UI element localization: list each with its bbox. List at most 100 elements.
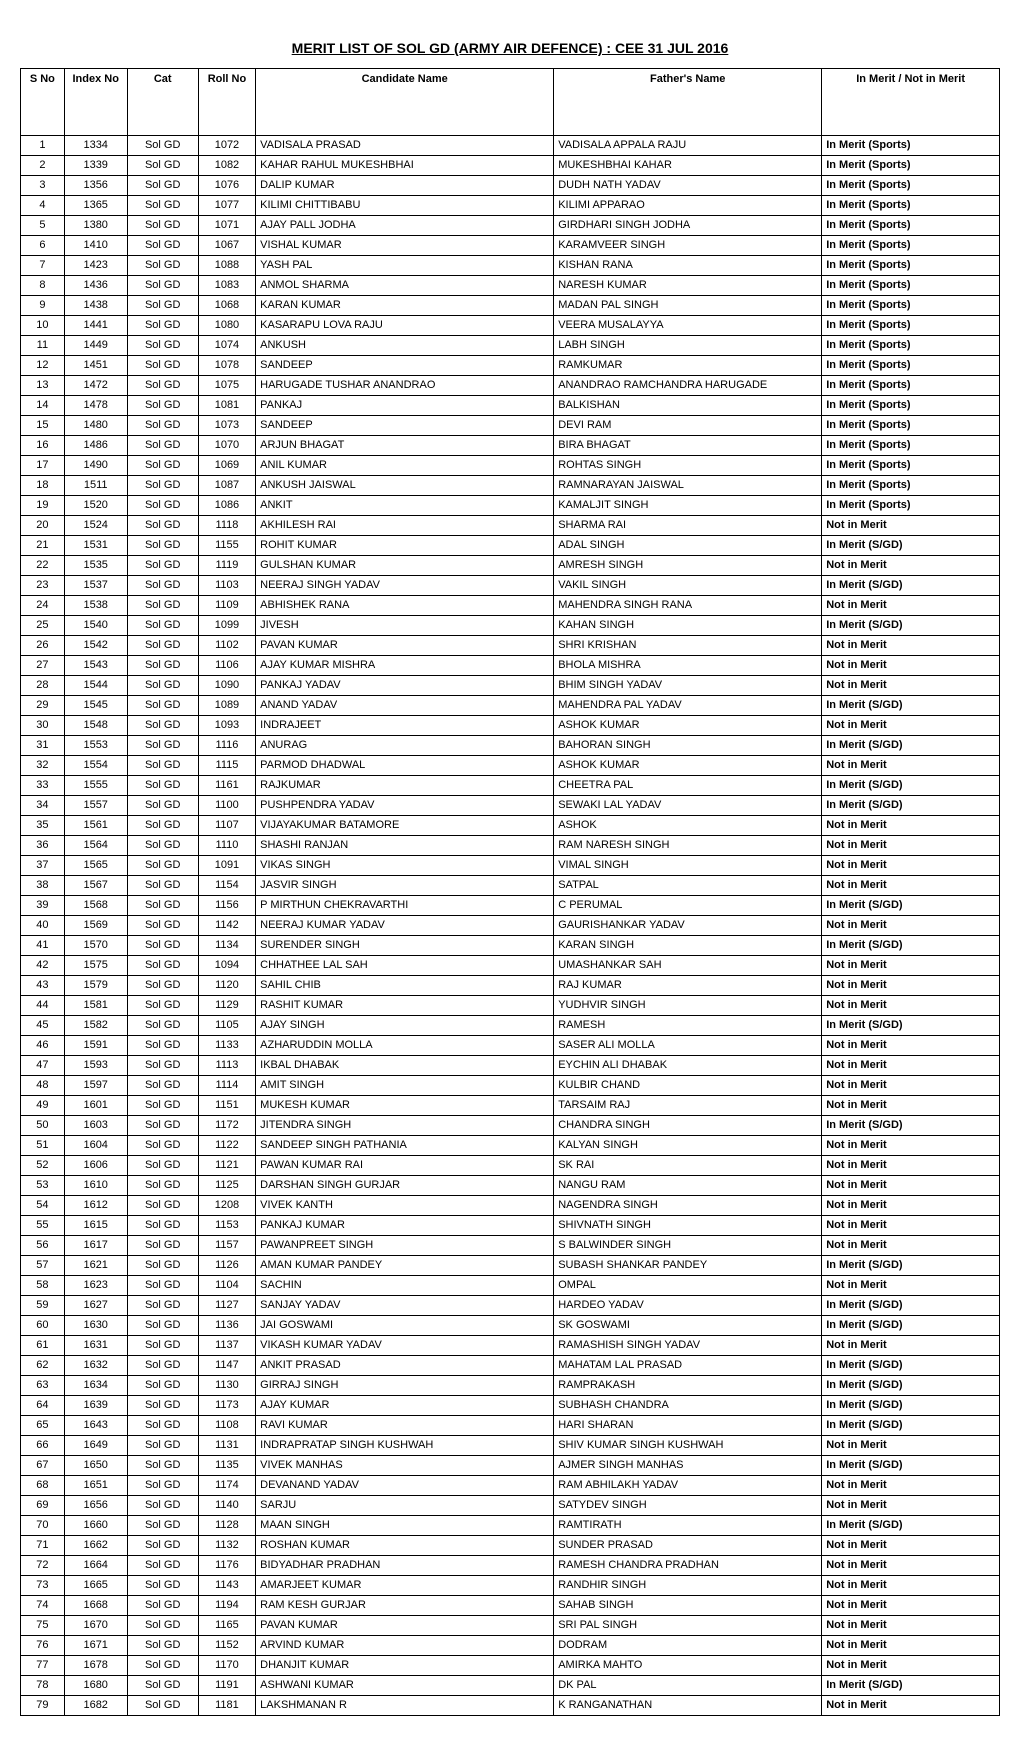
cell-index: 1632 (64, 1356, 127, 1376)
cell-sno: 58 (21, 1276, 65, 1296)
cell-merit: In Merit (S/GD) (822, 736, 1000, 756)
cell-cat: Sol GD (127, 316, 198, 336)
table-row: 61410Sol GD1067VISHAL KUMARKARAMVEER SIN… (21, 236, 1000, 256)
cell-index: 1544 (64, 676, 127, 696)
cell-merit: In Merit (S/GD) (822, 1116, 1000, 1136)
cell-name: RASHIT KUMAR (256, 996, 554, 1016)
cell-cat: Sol GD (127, 616, 198, 636)
cell-name: KASARAPU LOVA RAJU (256, 316, 554, 336)
cell-sno: 44 (21, 996, 65, 1016)
cell-merit: Not in Merit (822, 856, 1000, 876)
cell-sno: 67 (21, 1456, 65, 1476)
cell-index: 1569 (64, 916, 127, 936)
cell-cat: Sol GD (127, 156, 198, 176)
cell-roll: 1136 (198, 1316, 255, 1336)
cell-father: RAMKUMAR (554, 356, 822, 376)
cell-father: ASHOK KUMAR (554, 756, 822, 776)
cell-father: NAGENDRA SINGH (554, 1196, 822, 1216)
cell-sno: 65 (21, 1416, 65, 1436)
cell-index: 1662 (64, 1536, 127, 1556)
table-row: 161486Sol GD1070ARJUN BHAGATBIRA BHAGATI… (21, 436, 1000, 456)
cell-name: ROSHAN KUMAR (256, 1536, 554, 1556)
cell-father: RAMNARAYAN JAISWAL (554, 476, 822, 496)
cell-index: 1643 (64, 1416, 127, 1436)
cell-index: 1567 (64, 876, 127, 896)
cell-cat: Sol GD (127, 1336, 198, 1356)
table-row: 661649Sol GD1131INDRAPRATAP SINGH KUSHWA… (21, 1436, 1000, 1456)
cell-sno: 37 (21, 856, 65, 876)
cell-cat: Sol GD (127, 1536, 198, 1556)
cell-sno: 20 (21, 516, 65, 536)
cell-sno: 6 (21, 236, 65, 256)
cell-merit: Not in Merit (822, 1336, 1000, 1356)
cell-index: 1423 (64, 256, 127, 276)
cell-cat: Sol GD (127, 1596, 198, 1616)
table-row: 291545Sol GD1089ANAND YADAVMAHENDRA PAL … (21, 696, 1000, 716)
cell-cat: Sol GD (127, 636, 198, 656)
cell-cat: Sol GD (127, 1636, 198, 1656)
cell-index: 1591 (64, 1036, 127, 1056)
cell-cat: Sol GD (127, 1156, 198, 1176)
cell-index: 1617 (64, 1236, 127, 1256)
cell-cat: Sol GD (127, 356, 198, 376)
cell-roll: 1130 (198, 1376, 255, 1396)
cell-cat: Sol GD (127, 1056, 198, 1076)
cell-sno: 16 (21, 436, 65, 456)
cell-index: 1478 (64, 396, 127, 416)
cell-sno: 73 (21, 1576, 65, 1596)
cell-name: IKBAL DHABAK (256, 1056, 554, 1076)
cell-father: BAHORAN SINGH (554, 736, 822, 756)
cell-sno: 59 (21, 1296, 65, 1316)
cell-index: 1627 (64, 1296, 127, 1316)
cell-sno: 34 (21, 796, 65, 816)
cell-father: SUNDER PRASAD (554, 1536, 822, 1556)
cell-sno: 5 (21, 216, 65, 236)
cell-name: ANKIT (256, 496, 554, 516)
table-row: 411570Sol GD1134SURENDER SINGHKARAN SING… (21, 936, 1000, 956)
cell-cat: Sol GD (127, 456, 198, 476)
cell-father: RAM NARESH SINGH (554, 836, 822, 856)
cell-sno: 15 (21, 416, 65, 436)
cell-name: PAWAN KUMAR RAI (256, 1156, 554, 1176)
cell-father: DEVI RAM (554, 416, 822, 436)
cell-sno: 49 (21, 1096, 65, 1116)
cell-index: 1631 (64, 1336, 127, 1356)
cell-roll: 1106 (198, 656, 255, 676)
cell-merit: In Merit (Sports) (822, 296, 1000, 316)
cell-roll: 1132 (198, 1536, 255, 1556)
cell-cat: Sol GD (127, 396, 198, 416)
cell-name: PAWANPREET SINGH (256, 1236, 554, 1256)
cell-index: 1540 (64, 616, 127, 636)
cell-cat: Sol GD (127, 896, 198, 916)
cell-roll: 1157 (198, 1236, 255, 1256)
cell-roll: 1103 (198, 576, 255, 596)
cell-roll: 1078 (198, 356, 255, 376)
cell-name: NEERAJ SINGH YADAV (256, 576, 554, 596)
cell-cat: Sol GD (127, 576, 198, 596)
cell-merit: Not in Merit (822, 916, 1000, 936)
cell-name: KARAN KUMAR (256, 296, 554, 316)
cell-father: KILIMI APPARAO (554, 196, 822, 216)
cell-father: SAHAB SINGH (554, 1596, 822, 1616)
cell-merit: In Merit (S/GD) (822, 616, 1000, 636)
cell-name: AJAY KUMAR MISHRA (256, 656, 554, 676)
cell-merit: Not in Merit (822, 1496, 1000, 1516)
cell-index: 1334 (64, 136, 127, 156)
table-row: 501603Sol GD1172JITENDRA SINGHCHANDRA SI… (21, 1116, 1000, 1136)
cell-roll: 1119 (198, 556, 255, 576)
cell-roll: 1127 (198, 1296, 255, 1316)
cell-merit: Not in Merit (822, 756, 1000, 776)
table-row: 91438Sol GD1068KARAN KUMARMADAN PAL SING… (21, 296, 1000, 316)
table-row: 121451Sol GD1078SANDEEPRAMKUMARIn Merit … (21, 356, 1000, 376)
cell-name: MUKESH KUMAR (256, 1096, 554, 1116)
cell-merit: Not in Merit (822, 1196, 1000, 1216)
table-row: 541612Sol GD1208VIVEK KANTHNAGENDRA SING… (21, 1196, 1000, 1216)
cell-cat: Sol GD (127, 716, 198, 736)
cell-roll: 1091 (198, 856, 255, 876)
cell-father: K RANGANATHAN (554, 1696, 822, 1716)
cell-father: ADAL SINGH (554, 536, 822, 556)
cell-cat: Sol GD (127, 1076, 198, 1096)
cell-father: NANGU RAM (554, 1176, 822, 1196)
cell-father: CHEETRA PAL (554, 776, 822, 796)
cell-father: MADAN PAL SINGH (554, 296, 822, 316)
